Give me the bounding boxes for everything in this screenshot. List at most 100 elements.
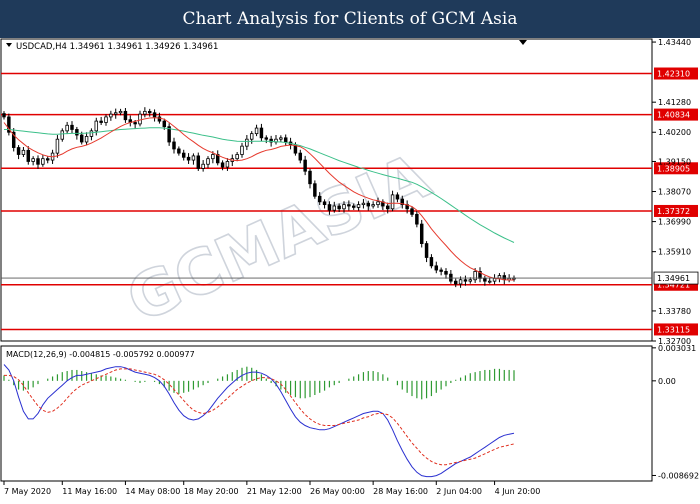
candle-body bbox=[342, 204, 346, 210]
price-tick-label: 1.38070 bbox=[658, 188, 691, 197]
time-tick-label: 11 May 16:00 bbox=[62, 487, 117, 496]
candle-body bbox=[337, 205, 341, 210]
candle-body bbox=[84, 136, 89, 143]
candle-body bbox=[162, 120, 167, 128]
macd-main-line bbox=[3, 364, 515, 478]
candle-body bbox=[41, 158, 45, 165]
current-price: 1.34961 bbox=[1, 271, 699, 285]
level-label: 1.42310 bbox=[657, 70, 690, 79]
candle-body bbox=[167, 126, 171, 143]
time-tick-label: 7 May 2020 bbox=[4, 487, 51, 496]
candle-body bbox=[303, 159, 307, 172]
candle-body bbox=[138, 113, 142, 125]
candle-body bbox=[351, 205, 356, 208]
price-tick-label: 1.41280 bbox=[658, 98, 691, 107]
candle-body bbox=[75, 129, 79, 136]
candle-body bbox=[196, 155, 201, 169]
candle-body bbox=[21, 149, 26, 155]
symbol-label: USDCAD,H4 1.34961 1.34961 1.34926 1.3496… bbox=[16, 42, 218, 52]
candle-body bbox=[264, 137, 269, 140]
price-tick-label: 1.32700 bbox=[658, 337, 691, 346]
candle-body bbox=[361, 202, 366, 206]
candle-body bbox=[400, 198, 405, 206]
candle-body bbox=[298, 152, 303, 161]
candle-body bbox=[143, 110, 147, 115]
candle-body bbox=[201, 163, 205, 169]
candle-body bbox=[79, 134, 84, 143]
candle-body bbox=[113, 112, 118, 115]
candle-body bbox=[279, 137, 283, 140]
header-title: Chart Analysis for Clients of GCM Asia bbox=[182, 9, 518, 29]
candle-body bbox=[269, 138, 273, 143]
collapse-triangle-icon[interactable] bbox=[6, 43, 12, 47]
candle-body bbox=[7, 116, 11, 133]
chart-area: GCMASIA 1.42310 1.40834 1.38905 1.37372 1.34… bbox=[0, 38, 700, 500]
candle-body bbox=[65, 124, 69, 132]
candle-body bbox=[94, 120, 99, 132]
candle-body bbox=[70, 124, 74, 130]
candle-body bbox=[104, 116, 108, 123]
level-label-box bbox=[654, 108, 698, 121]
level-label: 1.40834 bbox=[657, 111, 690, 120]
candle-body bbox=[2, 113, 6, 118]
candle-body bbox=[133, 122, 137, 125]
time-tick-label: 21 May 12:00 bbox=[247, 487, 302, 496]
candle-body bbox=[385, 205, 390, 210]
candle-body bbox=[332, 205, 337, 211]
candle-body bbox=[283, 137, 288, 143]
time-tick-label: 18 May 20:00 bbox=[184, 487, 239, 496]
candle-body bbox=[55, 138, 60, 154]
candle-body bbox=[249, 133, 254, 140]
ma-fast-line bbox=[3, 117, 514, 281]
level-label-box bbox=[654, 204, 698, 217]
macd-signal-line bbox=[4, 368, 515, 466]
candle-body bbox=[322, 201, 327, 206]
candle-body bbox=[225, 161, 230, 168]
candle-body bbox=[395, 194, 400, 200]
candle-body bbox=[118, 110, 123, 114]
horizontal-levels: 1.42310 1.40834 1.38905 1.37372 1.34721 1.331… bbox=[1, 67, 698, 336]
candle-body bbox=[473, 271, 477, 281]
candle-body bbox=[415, 213, 419, 225]
chart-shift-marker-icon bbox=[519, 40, 527, 45]
time-axis: 7 May 2020 11 May 16:00 14 May 08:00 18 May… bbox=[3, 481, 540, 496]
price-tick-label: 1.39150 bbox=[658, 157, 691, 166]
header-bar: Chart Analysis for Clients of GCM Asia bbox=[0, 0, 700, 38]
candle-body bbox=[444, 271, 448, 275]
macd-indicator: 0.003031 0.00 -0.008692 bbox=[3, 344, 699, 480]
candle-body bbox=[308, 170, 312, 185]
candle-body bbox=[327, 204, 332, 211]
price-axis: 1.43440 1.41280 1.40200 1.39150 1.38070 1.369… bbox=[652, 38, 691, 346]
macd-label: MACD(12,26,9) -0.004815 -0.005792 0.0009… bbox=[6, 350, 195, 359]
candle-body bbox=[419, 223, 424, 244]
candle-body bbox=[147, 110, 152, 114]
candle-body bbox=[11, 131, 16, 148]
candle-body bbox=[429, 257, 434, 267]
candle-body bbox=[254, 127, 259, 135]
candle-body bbox=[259, 127, 264, 139]
candle-body bbox=[434, 265, 439, 271]
level-label: 1.37372 bbox=[657, 207, 690, 216]
candle-body bbox=[26, 149, 31, 162]
candle-body bbox=[347, 204, 351, 207]
candle-body bbox=[453, 280, 458, 285]
candle-body bbox=[211, 154, 215, 160]
moving-averages bbox=[3, 117, 515, 281]
level-label-box bbox=[654, 323, 698, 336]
candle-body bbox=[483, 277, 487, 282]
candle-body bbox=[240, 145, 244, 155]
candle-body bbox=[458, 279, 463, 285]
candle-body bbox=[152, 112, 157, 118]
candle-body bbox=[215, 154, 220, 164]
candle-body bbox=[177, 148, 181, 154]
candle-body bbox=[220, 162, 225, 168]
time-tick-label: 28 May 16:00 bbox=[373, 487, 428, 496]
candle-body bbox=[366, 202, 371, 207]
price-panel-frame bbox=[0, 38, 653, 342]
level-label: 1.33115 bbox=[657, 325, 690, 334]
candle-body bbox=[89, 130, 94, 137]
time-tick-label: 14 May 08:00 bbox=[125, 487, 180, 496]
candle-body bbox=[235, 154, 239, 160]
current-price-box bbox=[653, 271, 699, 285]
candle-body bbox=[463, 279, 468, 282]
